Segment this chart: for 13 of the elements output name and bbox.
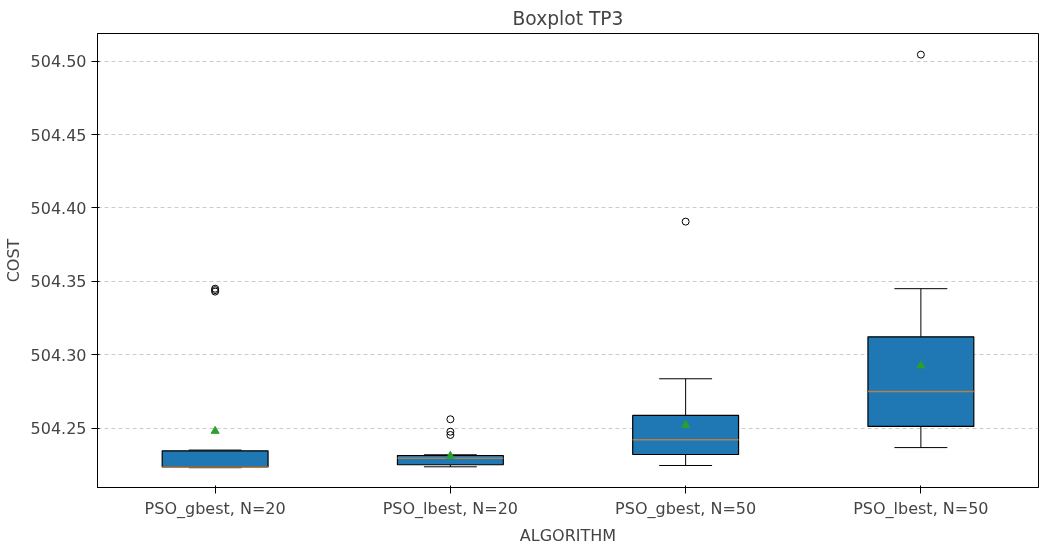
y-tick-label: 504.50 (30, 52, 87, 72)
chart-title: Boxplot TP3 (512, 7, 624, 29)
x-axis-title: ALGORITHM (519, 525, 617, 545)
y-tick-label: 504.35 (30, 272, 87, 292)
x-tick-label: PSO_lbest, N=20 (382, 498, 519, 519)
x-tick-label: PSO_lbest, N=50 (853, 498, 989, 519)
y-tick-label: 504.40 (30, 198, 87, 218)
x-tick-label: PSO_gbest, N=50 (615, 498, 757, 519)
y-axis-title: COST (3, 238, 23, 283)
y-tick-label: 504.25 (30, 419, 87, 439)
y-tick-label: 504.45 (30, 125, 87, 145)
x-tick-label: PSO_gbest, N=20 (144, 498, 286, 519)
y-tick-label: 504.30 (30, 345, 87, 365)
